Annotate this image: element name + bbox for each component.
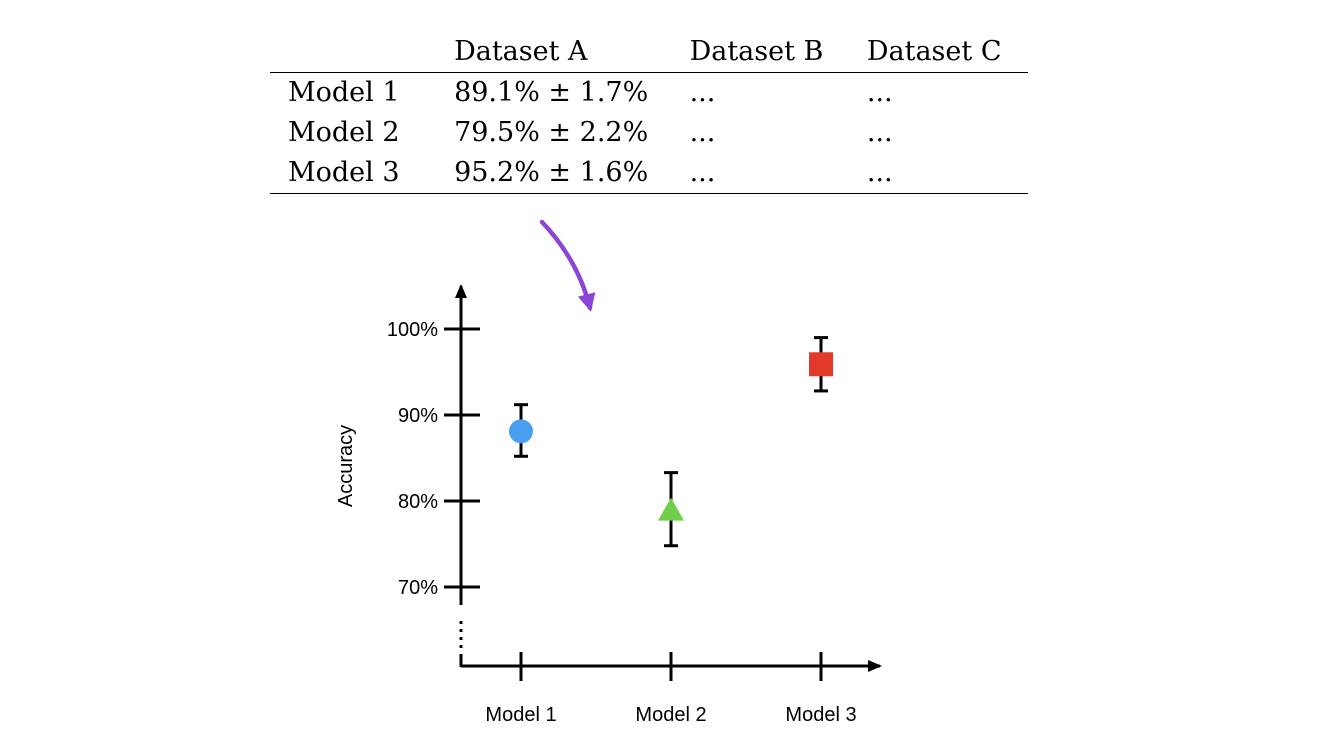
y-tick-label: 70% xyxy=(398,577,438,599)
data-point-square xyxy=(809,352,833,377)
table-row: Model 1 89.1% ± 1.7% ... ... xyxy=(270,73,1028,114)
table-cell: ... xyxy=(866,77,893,108)
x-tick-label: Model 1 xyxy=(485,704,556,726)
table-cell: ... xyxy=(866,157,893,188)
x-tick-label: Model 3 xyxy=(785,704,856,726)
table-cell: ... xyxy=(689,117,716,148)
table-cell: ... xyxy=(689,77,716,108)
data-point-circle xyxy=(509,419,533,444)
y-ticks-group: 70% 80% 90% 100% xyxy=(387,319,480,599)
table-header-cell: Dataset A xyxy=(454,36,588,67)
x-ticks-group: Model 1 Model 2 Model 3 xyxy=(485,652,857,726)
table-row: Model 3 95.2% ± 1.6% ... ... xyxy=(270,153,1028,194)
table-header-cell: Dataset C xyxy=(866,36,1002,67)
y-tick-label: 80% xyxy=(398,491,438,513)
table-header-row: Dataset A Dataset B Dataset C xyxy=(270,32,1028,73)
data-point-triangle xyxy=(658,497,684,521)
table-header-cell: Dataset B xyxy=(689,36,824,67)
table-cell: Model 3 xyxy=(288,157,400,188)
results-table-wrapper: Dataset A Dataset B Dataset C Model 1 89… xyxy=(270,32,1028,194)
table-row: Model 2 79.5% ± 2.2% ... ... xyxy=(270,113,1028,153)
results-table: Dataset A Dataset B Dataset C Model 1 89… xyxy=(270,32,1028,194)
y-tick-label: 90% xyxy=(398,405,438,427)
transition-arrow xyxy=(539,219,596,312)
table-cell: 95.2% ± 1.6% xyxy=(454,157,649,188)
table-cell: ... xyxy=(689,157,716,188)
table-cell: ... xyxy=(866,117,893,148)
y-tick-label: 100% xyxy=(387,319,438,341)
table-cell: Model 2 xyxy=(288,117,400,148)
table-cell: 89.1% ± 1.7% xyxy=(454,77,649,108)
x-tick-label: Model 2 xyxy=(635,704,706,726)
table-cell: Model 1 xyxy=(288,77,400,108)
data-points-group xyxy=(509,336,833,548)
y-axis-label: Accuracy xyxy=(335,425,357,507)
table-cell: 79.5% ± 2.2% xyxy=(454,117,649,148)
